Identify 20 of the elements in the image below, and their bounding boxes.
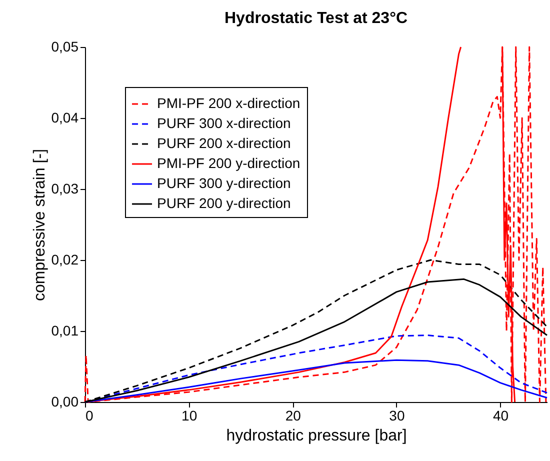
legend-label: PMI-PF 200 x-direction (157, 95, 300, 111)
legend-label: PURF 300 x-direction (157, 115, 291, 131)
legend-label: PMI-PF 200 y-direction (157, 155, 300, 171)
legend-label: PURF 200 x-direction (157, 135, 291, 151)
y-axis-title: compressive strain [-] (31, 148, 48, 302)
legend-label: PURF 300 y-direction (157, 175, 291, 191)
y-tick-label: 0,00 (51, 394, 79, 410)
y-tick-label: 0,01 (51, 322, 79, 338)
x-axis-title: hydrostatic pressure [bar] (226, 428, 407, 444)
x-tick-label: 40 (492, 408, 509, 424)
y-tick-label: 0,05 (51, 38, 79, 54)
y-tick-label: 0,03 (51, 180, 79, 196)
y-tick-label: 0,04 (51, 110, 79, 126)
x-tick-label: 0 (86, 408, 94, 424)
legend-label: PURF 200 y-direction (157, 195, 291, 211)
x-tick-label: 10 (182, 408, 198, 424)
chart-title: Hydrostatic Test at 23°C (224, 10, 408, 27)
x-tick-label: 20 (285, 408, 302, 424)
y-tick-label: 0,02 (51, 252, 79, 268)
x-tick-label: 30 (389, 408, 405, 424)
